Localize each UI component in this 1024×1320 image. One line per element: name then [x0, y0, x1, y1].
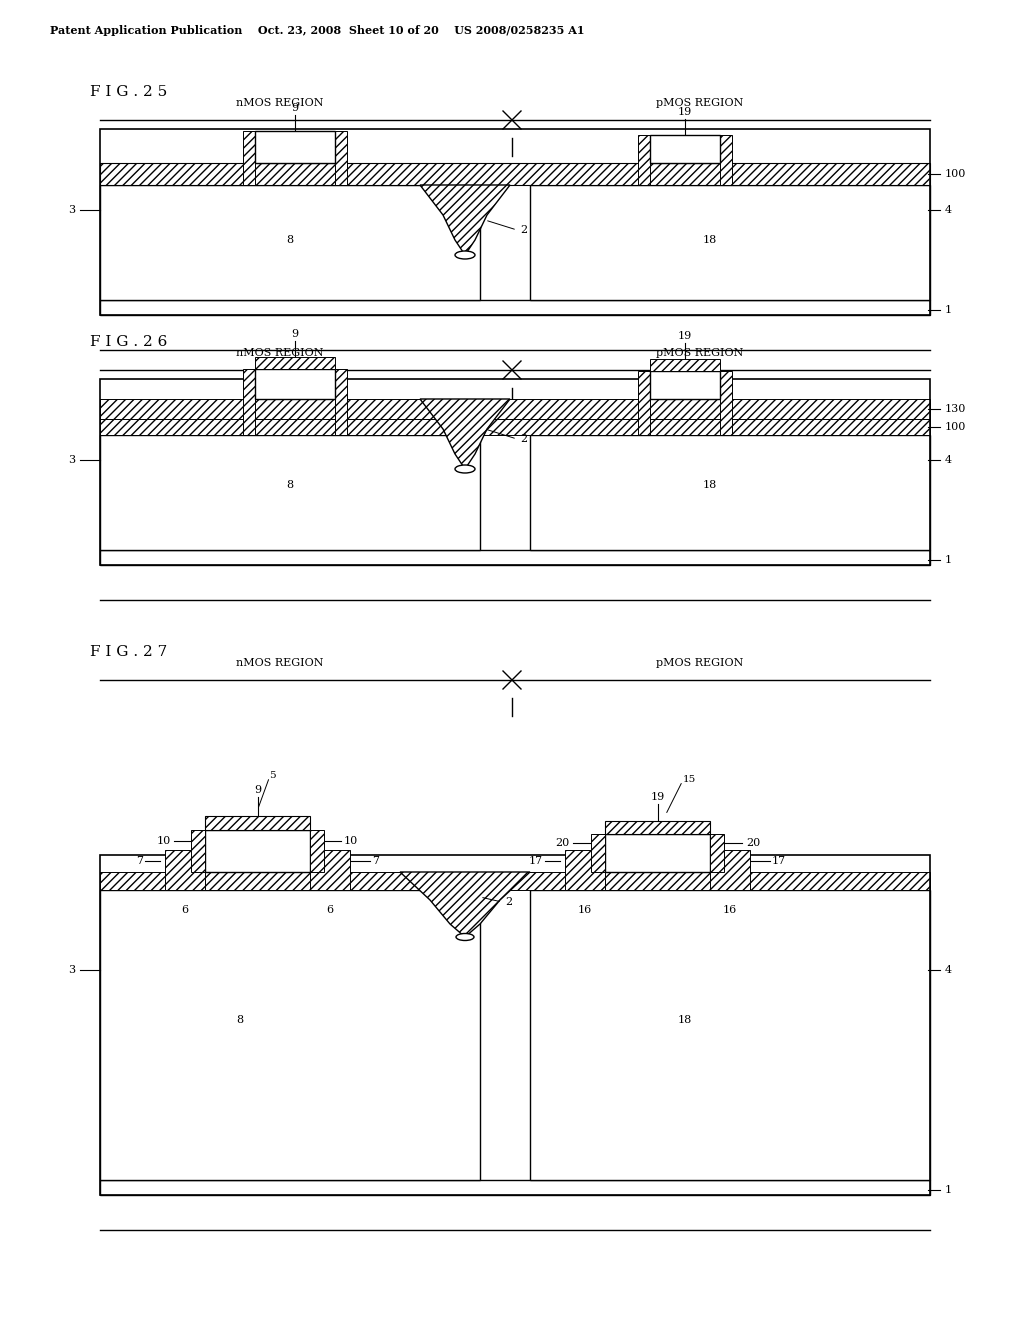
Text: 19: 19 — [678, 107, 692, 117]
Text: 1: 1 — [945, 305, 952, 315]
Bar — [191, 830, 205, 873]
Bar — [650, 135, 720, 162]
Bar — [650, 359, 720, 371]
Bar — [100, 418, 930, 436]
Text: 17: 17 — [528, 855, 543, 866]
Text: 20: 20 — [555, 838, 569, 847]
Bar — [530, 890, 930, 1180]
Bar — [243, 131, 255, 185]
Text: pMOS REGION: pMOS REGION — [656, 348, 743, 358]
Text: 16: 16 — [578, 906, 592, 915]
Ellipse shape — [456, 933, 474, 940]
Text: 18: 18 — [702, 235, 717, 246]
Bar — [605, 821, 710, 834]
Polygon shape — [420, 185, 510, 255]
Text: 8: 8 — [237, 1015, 244, 1026]
Text: 19: 19 — [678, 331, 692, 341]
Text: 6: 6 — [181, 906, 188, 915]
Bar — [100, 436, 480, 550]
Bar — [100, 890, 480, 1180]
Bar — [100, 399, 930, 418]
Text: 3: 3 — [68, 965, 75, 975]
Bar — [710, 850, 750, 890]
Bar — [565, 850, 605, 890]
Text: 10: 10 — [157, 836, 171, 846]
Bar — [100, 873, 930, 890]
Bar — [591, 834, 605, 873]
Bar — [205, 830, 310, 873]
Bar — [335, 370, 347, 436]
Text: 19: 19 — [650, 792, 665, 803]
Text: 18: 18 — [702, 480, 717, 490]
Polygon shape — [400, 873, 530, 937]
Bar — [255, 356, 335, 370]
Text: 16: 16 — [723, 906, 737, 915]
Text: F I G . 2 6: F I G . 2 6 — [90, 335, 167, 348]
Bar — [638, 371, 650, 436]
Bar — [100, 379, 930, 565]
Bar — [310, 830, 324, 873]
Text: 100: 100 — [945, 422, 967, 432]
Text: 9: 9 — [292, 329, 299, 339]
Bar — [530, 436, 930, 550]
Bar — [530, 185, 930, 300]
Text: 9: 9 — [254, 785, 261, 795]
Text: 18: 18 — [678, 1015, 692, 1026]
Text: nMOS REGION: nMOS REGION — [237, 657, 324, 668]
Bar — [205, 816, 310, 830]
Polygon shape — [420, 399, 510, 469]
Text: 3: 3 — [68, 205, 75, 215]
Text: 15: 15 — [683, 775, 695, 784]
Text: 7: 7 — [372, 855, 379, 866]
Bar — [100, 162, 930, 185]
Bar — [310, 850, 350, 890]
Ellipse shape — [455, 465, 475, 473]
Text: nMOS REGION: nMOS REGION — [237, 348, 324, 358]
Text: 3: 3 — [68, 455, 75, 465]
Bar — [650, 371, 720, 399]
Text: F I G . 2 7: F I G . 2 7 — [90, 645, 167, 659]
Text: 7: 7 — [136, 855, 143, 866]
Bar — [100, 300, 930, 315]
Text: 2: 2 — [520, 434, 527, 444]
Bar — [165, 850, 205, 890]
Bar — [100, 129, 930, 315]
Text: 8: 8 — [287, 480, 294, 490]
Bar — [255, 131, 335, 162]
Text: 2: 2 — [520, 224, 527, 235]
Text: 4: 4 — [945, 455, 952, 465]
Text: F I G . 2 5: F I G . 2 5 — [90, 84, 167, 99]
Text: 20: 20 — [746, 838, 760, 847]
Text: 130: 130 — [945, 404, 967, 414]
Bar — [100, 185, 480, 300]
Text: pMOS REGION: pMOS REGION — [656, 657, 743, 668]
Bar — [255, 370, 335, 399]
Bar — [720, 135, 732, 185]
Text: Patent Application Publication    Oct. 23, 2008  Sheet 10 of 20    US 2008/02582: Patent Application Publication Oct. 23, … — [50, 25, 585, 36]
Text: 1: 1 — [945, 1185, 952, 1195]
Text: 100: 100 — [945, 169, 967, 180]
Text: 10: 10 — [344, 836, 358, 846]
Text: 17: 17 — [772, 855, 786, 866]
Text: 2: 2 — [505, 898, 512, 907]
Bar — [100, 855, 930, 1195]
Bar — [638, 135, 650, 185]
Text: pMOS REGION: pMOS REGION — [656, 98, 743, 108]
Bar — [720, 371, 732, 436]
Bar — [710, 834, 724, 873]
Text: 6: 6 — [327, 906, 334, 915]
Text: 5: 5 — [269, 771, 276, 780]
Bar — [605, 834, 710, 873]
Bar — [100, 550, 930, 565]
Text: 4: 4 — [945, 965, 952, 975]
Text: 4: 4 — [945, 205, 952, 215]
Text: 1: 1 — [945, 554, 952, 565]
Ellipse shape — [455, 251, 475, 259]
Text: nMOS REGION: nMOS REGION — [237, 98, 324, 108]
Text: 9: 9 — [292, 103, 299, 114]
Bar — [243, 370, 255, 436]
Text: 8: 8 — [287, 235, 294, 246]
Bar — [100, 1180, 930, 1195]
Bar — [335, 131, 347, 185]
